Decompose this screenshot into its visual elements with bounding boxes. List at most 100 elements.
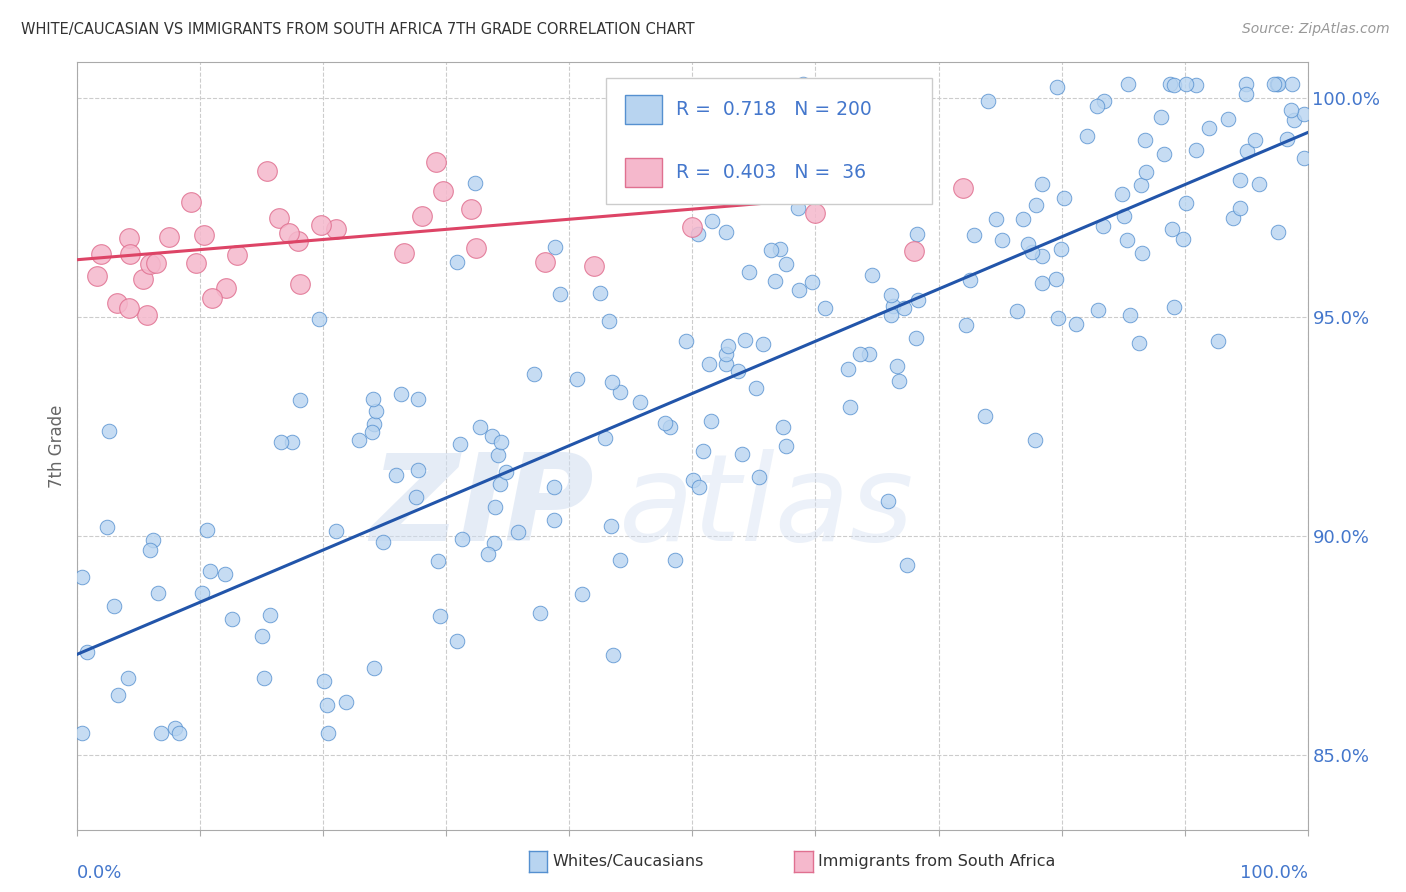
Point [371, 534, 394, 549]
Text: atlas: atlas [619, 449, 914, 566]
Point [425, 154, 447, 169]
Point [198, 564, 221, 578]
Point [405, 490, 427, 504]
Point [70, 570, 93, 584]
Point [727, 364, 749, 378]
Point [1267, 78, 1289, 92]
Point [429, 608, 451, 623]
Point [571, 587, 593, 601]
Point [460, 202, 482, 217]
Point [1282, 112, 1305, 127]
Point [860, 268, 883, 282]
Point [132, 272, 155, 286]
Text: Whites/Caucasians: Whites/Caucasians [553, 855, 704, 869]
Text: 100.0%: 100.0% [1240, 864, 1308, 882]
Point [1163, 300, 1185, 314]
Point [145, 256, 167, 270]
Point [837, 361, 859, 376]
Point [1046, 310, 1069, 325]
Y-axis label: 7th Grade: 7th Grade [48, 404, 66, 488]
Text: R =  0.718   N = 200: R = 0.718 N = 200 [676, 100, 872, 119]
Point [609, 385, 631, 400]
Point [654, 416, 676, 430]
Point [800, 275, 823, 289]
Point [484, 500, 506, 515]
Point [1133, 133, 1156, 147]
Text: 0.0%: 0.0% [77, 864, 122, 882]
Point [1085, 99, 1108, 113]
Point [1174, 196, 1197, 211]
Point [290, 392, 312, 407]
Point [446, 255, 468, 269]
Point [76, 645, 98, 659]
Point [1092, 219, 1115, 233]
Point [411, 209, 433, 223]
Point [543, 513, 565, 527]
Point [1031, 178, 1053, 192]
Point [1087, 303, 1109, 318]
Text: ZIP: ZIP [370, 449, 595, 566]
Point [692, 444, 714, 458]
Point [1263, 78, 1285, 92]
Point [583, 259, 606, 273]
Point [259, 607, 281, 622]
Point [697, 357, 720, 371]
Point [1229, 173, 1251, 187]
Point [1017, 236, 1039, 251]
Point [1011, 212, 1033, 227]
Point [990, 233, 1012, 247]
Point [664, 553, 686, 567]
Point [600, 376, 623, 390]
Point [731, 447, 754, 461]
Point [288, 277, 311, 291]
Point [565, 372, 588, 386]
Point [1128, 335, 1150, 350]
Point [977, 94, 1000, 108]
Point [308, 311, 330, 326]
Point [858, 346, 880, 360]
Point [589, 286, 612, 301]
Point [1130, 246, 1153, 260]
Point [464, 176, 486, 190]
Point [1175, 78, 1198, 92]
Point [688, 227, 710, 241]
Point [1064, 317, 1087, 331]
Point [506, 525, 529, 540]
Point [193, 227, 215, 242]
Point [745, 381, 768, 395]
Point [737, 265, 759, 279]
Point [548, 286, 571, 301]
Point [385, 468, 408, 483]
Point [543, 480, 565, 494]
Point [1247, 177, 1270, 191]
Point [602, 648, 624, 662]
Point [1076, 129, 1098, 144]
Point [775, 257, 797, 271]
Point [139, 543, 162, 558]
Point [146, 585, 169, 599]
Point [806, 125, 828, 139]
Point [221, 612, 243, 626]
Point [105, 296, 128, 310]
Point [280, 435, 302, 450]
Point [1135, 164, 1157, 178]
Point [200, 291, 222, 305]
Point [787, 201, 810, 215]
Point [600, 519, 623, 533]
Point [1111, 187, 1133, 202]
Point [1045, 272, 1067, 286]
Point [117, 301, 139, 315]
Point [70, 726, 93, 740]
Point [325, 524, 347, 539]
Point [1185, 143, 1208, 157]
Point [1025, 198, 1047, 212]
Point [1163, 78, 1185, 92]
Point [349, 433, 371, 447]
Point [489, 435, 512, 450]
Point [489, 477, 512, 491]
Point [142, 533, 165, 547]
Point [682, 473, 704, 487]
Point [1116, 233, 1139, 247]
Point [792, 78, 814, 92]
Point [598, 313, 620, 327]
